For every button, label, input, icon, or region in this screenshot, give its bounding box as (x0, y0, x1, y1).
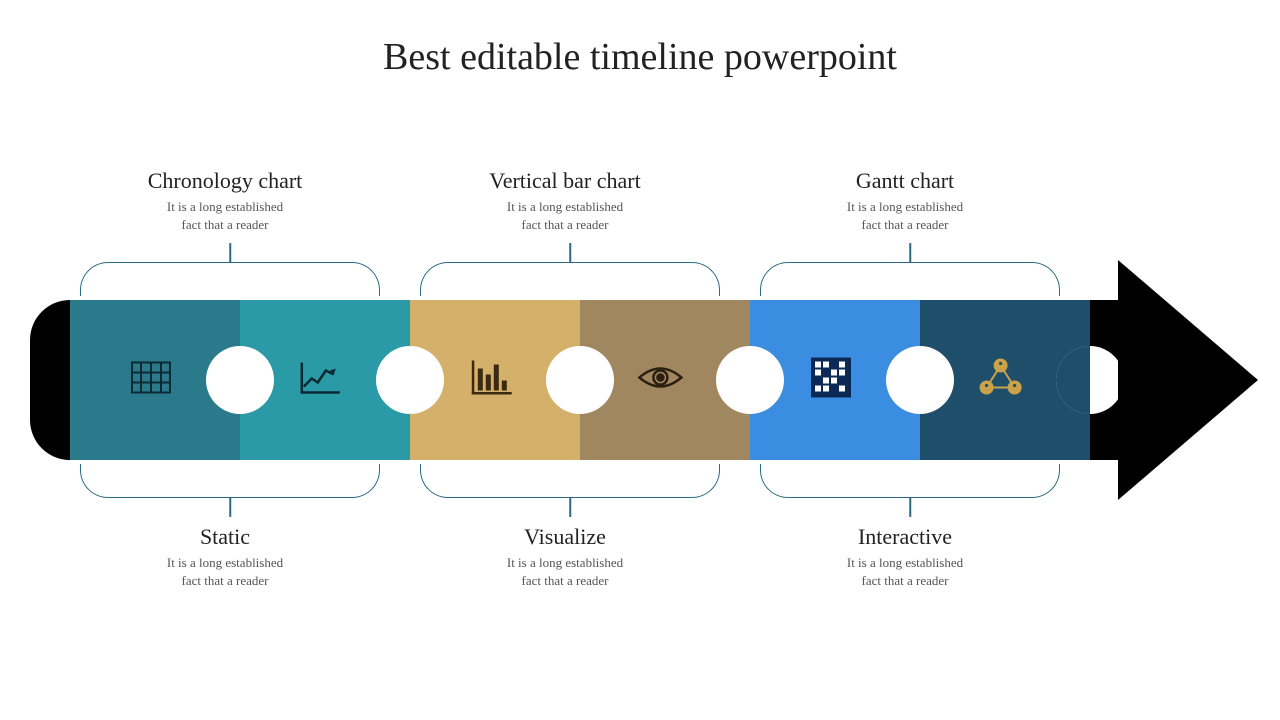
arrow-tail (30, 300, 70, 460)
bracket-stem (909, 497, 911, 517)
label-bottom-3: Interactive It is a long establishedfact… (755, 524, 1055, 589)
slide: Best editable timeline powerpoint Chrono… (0, 0, 1280, 720)
piece-4-notch (546, 346, 614, 414)
page-title: Best editable timeline powerpoint (0, 35, 1280, 79)
label-bottom-1-desc: It is a long establishedfact that a read… (75, 554, 375, 589)
label-top-2-title: Vertical bar chart (415, 168, 715, 194)
label-bottom-2-desc: It is a long establishedfact that a read… (415, 554, 715, 589)
label-top-1-title: Chronology chart (75, 168, 375, 194)
bracket-bottom-1 (80, 464, 380, 498)
label-top-3-desc: It is a long establishedfact that a read… (755, 198, 1055, 233)
label-top-2: Vertical bar chart It is a long establis… (415, 168, 715, 233)
bracket-top-3 (760, 262, 1060, 296)
bracket-bottom-2 (420, 464, 720, 498)
bracket-stem (229, 497, 231, 517)
bracket-stem (229, 243, 231, 263)
label-bottom-1: Static It is a long establishedfact that… (75, 524, 375, 589)
label-bottom-1-title: Static (75, 524, 375, 550)
bracket-stem (909, 243, 911, 263)
network-icon (979, 358, 1023, 403)
bar-chart-icon (470, 361, 512, 400)
trend-up-icon (300, 361, 342, 400)
piece-2-notch (206, 346, 274, 414)
label-bottom-3-title: Interactive (755, 524, 1055, 550)
label-bottom-2-title: Visualize (415, 524, 715, 550)
bracket-bottom-3 (760, 464, 1060, 498)
label-top-1: Chronology chart It is a long establishe… (75, 168, 375, 233)
label-top-3-title: Gantt chart (755, 168, 1055, 194)
label-bottom-3-desc: It is a long establishedfact that a read… (755, 554, 1055, 589)
label-bottom-2: Visualize It is a long establishedfact t… (415, 524, 715, 589)
piece-5-notch (716, 346, 784, 414)
label-top-2-desc: It is a long establishedfact that a read… (415, 198, 715, 233)
bracket-top-2 (420, 262, 720, 296)
grid-table-icon (131, 362, 171, 399)
piece-3-notch (376, 346, 444, 414)
label-top-1-desc: It is a long establishedfact that a read… (75, 198, 375, 233)
bracket-stem (569, 497, 571, 517)
bracket-top-1 (80, 262, 380, 296)
eye-icon (637, 364, 683, 397)
heatmap-icon (811, 358, 851, 403)
piece-6-notch (886, 346, 954, 414)
arrow-head (1118, 260, 1258, 500)
label-top-3: Gantt chart It is a long establishedfact… (755, 168, 1055, 233)
bracket-stem (569, 243, 571, 263)
arrow-row (30, 300, 1250, 460)
